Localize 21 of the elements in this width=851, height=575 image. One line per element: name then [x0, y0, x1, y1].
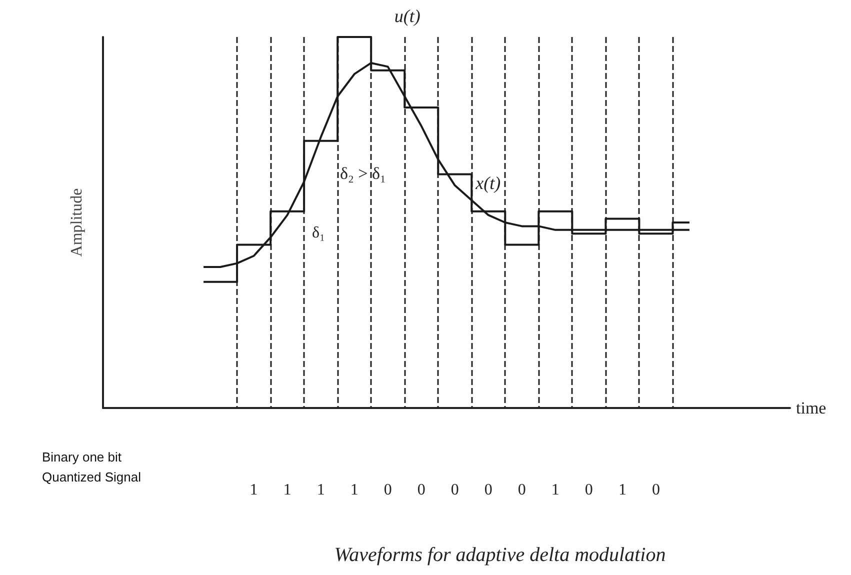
series-label: x(t): [474, 173, 501, 194]
text: 0: [584, 482, 593, 498]
text: 0: [450, 482, 459, 498]
text: 1: [551, 482, 560, 498]
text: 0: [384, 482, 392, 498]
x-axis-title: time: [796, 398, 826, 418]
annotation: δ₂ > δ₁: [340, 164, 386, 183]
text: Binary one bit Quantized Signal: [42, 450, 142, 484]
text: 1: [283, 482, 292, 498]
text: 0: [484, 482, 492, 498]
text: 0: [652, 482, 660, 498]
text: 1: [350, 482, 358, 498]
text: 1: [316, 482, 325, 498]
text: 0: [417, 482, 426, 498]
annotation: δ₁: [312, 224, 326, 242]
y-axis-title: Amplitude: [68, 188, 86, 257]
text: 1: [618, 482, 626, 498]
series-label: u(t): [394, 6, 420, 26]
text: 1: [250, 482, 258, 498]
text: 0: [518, 482, 526, 498]
text: Waveforms for adaptive delta modulation: [334, 544, 666, 566]
